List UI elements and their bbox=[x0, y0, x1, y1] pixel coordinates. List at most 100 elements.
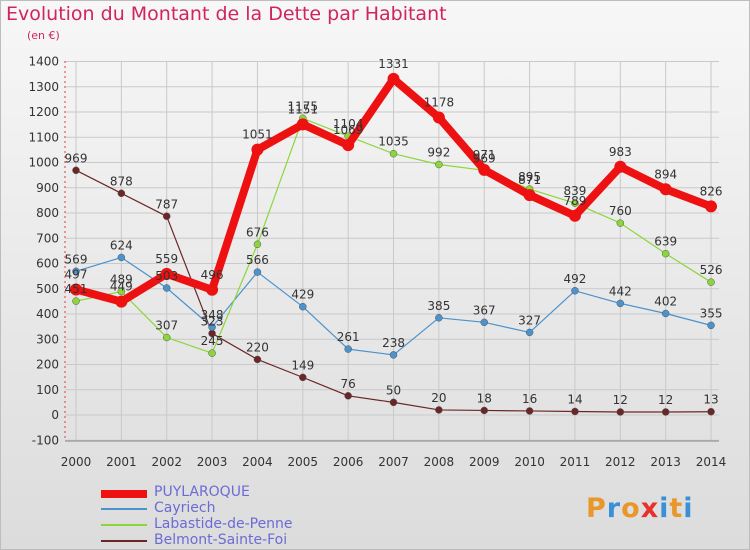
data-label: 1151 bbox=[288, 102, 319, 116]
legend-swatch-belmont-sainte-foi bbox=[101, 540, 147, 542]
data-point-cayriech bbox=[661, 309, 670, 318]
y-tick-label: 100 bbox=[36, 383, 59, 397]
y-tick-label: 600 bbox=[36, 257, 59, 271]
y-tick-label: 0 bbox=[51, 408, 59, 422]
data-point-cayriech bbox=[117, 253, 126, 262]
data-label: 355 bbox=[700, 306, 723, 320]
data-label: 760 bbox=[609, 204, 632, 218]
data-label: 969 bbox=[65, 151, 88, 165]
x-tick-label: 2005 bbox=[288, 455, 319, 469]
x-tick-label: 2014 bbox=[696, 455, 727, 469]
legend-label-belmont-sainte-foi: Belmont-Sainte-Foi bbox=[154, 532, 288, 548]
y-tick-label: 800 bbox=[36, 206, 59, 220]
data-point-cayriech bbox=[571, 287, 579, 295]
data-label: 1069 bbox=[333, 123, 364, 137]
y-tick-label: 1400 bbox=[28, 55, 59, 69]
data-point-labastide-de-penne bbox=[253, 240, 262, 249]
data-point-cayriech bbox=[435, 314, 443, 322]
data-label: 489 bbox=[110, 273, 133, 287]
data-label: 14 bbox=[567, 392, 582, 406]
unit-label: (en €) bbox=[27, 29, 60, 42]
y-tick-label: 900 bbox=[36, 181, 59, 195]
data-point-cayriech bbox=[707, 321, 715, 330]
data-label: 566 bbox=[246, 253, 269, 267]
x-tick-label: 2007 bbox=[378, 455, 409, 469]
data-label: 1178 bbox=[424, 96, 455, 110]
data-point-belmont-sainte-foi bbox=[389, 398, 398, 407]
data-point-belmont-sainte-foi bbox=[571, 407, 579, 416]
data-label: 676 bbox=[246, 225, 269, 239]
data-label: 971 bbox=[473, 148, 496, 162]
data-label: 878 bbox=[110, 174, 133, 188]
data-point-labastide-de-penne bbox=[435, 160, 443, 169]
data-point-puylaroque bbox=[705, 200, 718, 213]
data-point-puylaroque bbox=[160, 267, 173, 280]
data-point-labastide-de-penne bbox=[661, 249, 670, 258]
data-label: 385 bbox=[427, 299, 450, 313]
data-label: 1051 bbox=[242, 128, 273, 142]
data-label: 839 bbox=[564, 184, 587, 198]
data-point-cayriech bbox=[162, 284, 171, 292]
y-tick-label: 400 bbox=[36, 307, 59, 321]
data-label: 894 bbox=[654, 167, 677, 181]
data-point-cayriech bbox=[253, 268, 262, 276]
data-label: 451 bbox=[65, 282, 88, 296]
data-label: 496 bbox=[201, 268, 224, 282]
x-tick-label: 2002 bbox=[151, 455, 182, 469]
data-point-puylaroque bbox=[659, 183, 672, 196]
data-label: 826 bbox=[700, 184, 723, 198]
x-tick-label: 2001 bbox=[106, 455, 137, 469]
data-point-puylaroque bbox=[614, 160, 627, 173]
y-tick-label: -100 bbox=[32, 433, 59, 447]
data-point-cayriech bbox=[208, 323, 216, 331]
data-point-belmont-sainte-foi bbox=[72, 166, 80, 175]
data-point-belmont-sainte-foi bbox=[344, 392, 352, 400]
data-label: 13 bbox=[703, 393, 718, 407]
data-point-puylaroque bbox=[568, 209, 581, 222]
x-tick-label: 2010 bbox=[514, 455, 545, 469]
data-point-cayriech bbox=[616, 299, 625, 308]
logo-letter: i bbox=[683, 493, 694, 524]
data-label: 992 bbox=[427, 146, 450, 160]
legend-label-puylaroque: PUYLAROQUE bbox=[154, 484, 250, 500]
logo-letter: i bbox=[659, 493, 670, 524]
data-point-labastide-de-penne bbox=[72, 297, 80, 305]
x-tick-label: 2012 bbox=[605, 455, 636, 469]
y-tick-label: 500 bbox=[36, 282, 59, 296]
data-label: 261 bbox=[337, 330, 360, 344]
legend-swatch-labastide-de-penne bbox=[101, 524, 147, 526]
y-tick-label: 1000 bbox=[28, 156, 59, 170]
data-label: 442 bbox=[609, 284, 632, 298]
logo-letter: o bbox=[621, 493, 641, 524]
data-point-labastide-de-penne bbox=[117, 287, 126, 296]
data-point-puylaroque bbox=[296, 118, 309, 131]
data-label: 492 bbox=[564, 272, 587, 286]
x-tick-label: 2003 bbox=[197, 455, 228, 469]
data-point-puylaroque bbox=[115, 295, 128, 308]
x-tick-label: 2008 bbox=[424, 455, 455, 469]
data-point-belmont-sainte-foi bbox=[707, 407, 715, 416]
data-label: 429 bbox=[291, 288, 314, 302]
data-point-puylaroque bbox=[432, 111, 445, 124]
x-tick-label: 2011 bbox=[560, 455, 591, 469]
data-point-labastide-de-penne bbox=[707, 278, 715, 286]
y-tick-label: 1200 bbox=[28, 105, 59, 119]
x-tick-label: 2004 bbox=[242, 455, 273, 469]
x-tick-label: 2000 bbox=[61, 455, 92, 469]
data-label: 1175 bbox=[288, 99, 319, 113]
logo-letter: r bbox=[606, 493, 622, 524]
data-label: 149 bbox=[291, 358, 314, 372]
data-point-labastide-de-penne bbox=[208, 349, 216, 357]
data-label: 12 bbox=[658, 393, 673, 407]
data-label: 789 bbox=[564, 194, 587, 208]
data-point-belmont-sainte-foi bbox=[162, 212, 171, 221]
data-point-puylaroque bbox=[70, 283, 82, 296]
x-tick-label: 2006 bbox=[333, 455, 364, 469]
data-point-labastide-de-penne bbox=[571, 199, 579, 207]
proxiti-logo: Proxiti bbox=[586, 493, 694, 524]
data-point-cayriech bbox=[72, 267, 80, 276]
data-point-puylaroque bbox=[206, 283, 219, 296]
data-label: 220 bbox=[246, 340, 269, 354]
